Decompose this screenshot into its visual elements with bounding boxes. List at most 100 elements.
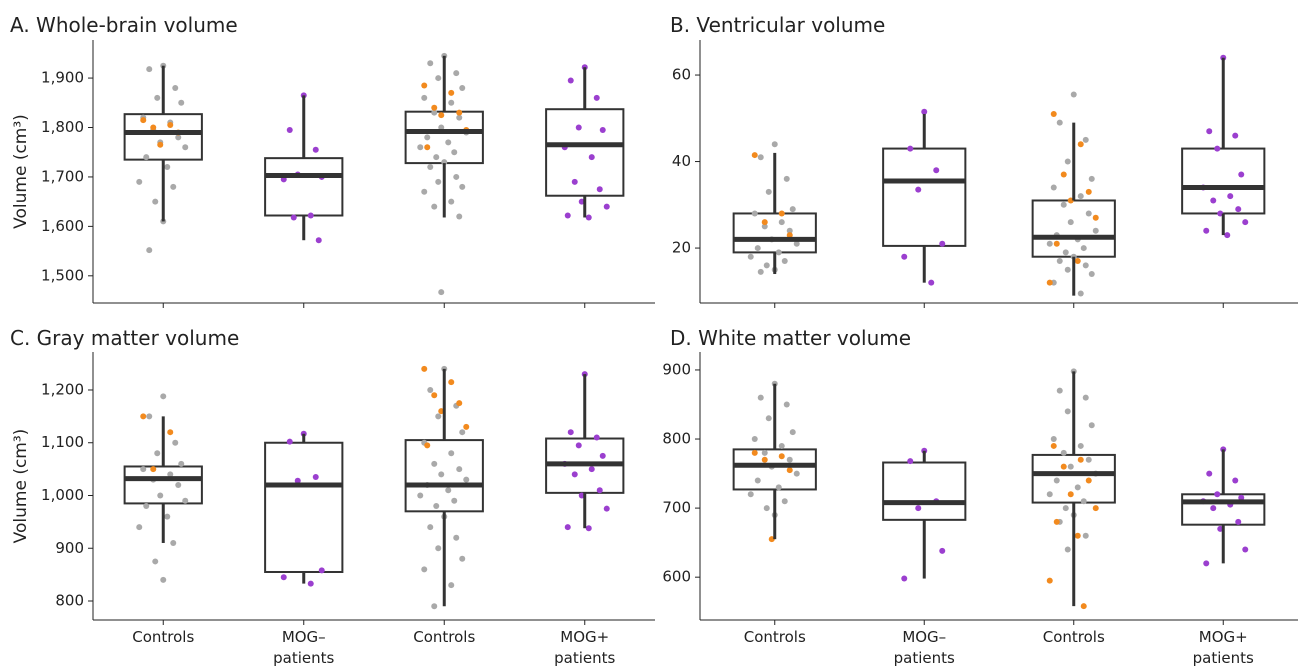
data-point xyxy=(1060,463,1067,470)
data-point xyxy=(421,82,428,89)
data-point xyxy=(596,186,603,193)
data-point xyxy=(312,146,319,153)
x-tick-label: MOG+ patients xyxy=(1193,628,1254,667)
data-point xyxy=(761,219,768,226)
data-point xyxy=(421,94,428,101)
y-tick-label: 60 xyxy=(672,66,691,84)
data-point xyxy=(164,513,171,520)
data-point xyxy=(136,524,143,531)
data-point xyxy=(783,175,790,182)
data-point xyxy=(427,386,434,393)
data-point xyxy=(1088,271,1095,278)
data-point xyxy=(1092,505,1099,512)
data-point xyxy=(928,279,935,286)
data-point xyxy=(1077,141,1084,148)
x-tick-label: Controls xyxy=(744,628,806,646)
x-tick-label: Controls xyxy=(132,628,194,646)
data-point xyxy=(921,108,928,115)
data-point xyxy=(778,210,785,217)
data-point xyxy=(1067,219,1074,226)
y-tick-label: 1,000 xyxy=(41,486,84,504)
data-point xyxy=(1046,577,1053,584)
data-point xyxy=(170,539,177,546)
data-point xyxy=(280,574,287,581)
data-point xyxy=(312,474,319,481)
box xyxy=(123,465,203,505)
y-tick-label: 1,700 xyxy=(41,167,84,185)
box xyxy=(1181,147,1266,215)
data-point xyxy=(435,413,442,420)
data-point xyxy=(438,471,445,478)
data-point xyxy=(157,141,164,148)
data-point xyxy=(1077,193,1084,200)
data-point xyxy=(1064,546,1071,553)
data-point xyxy=(140,413,147,420)
data-point xyxy=(1077,290,1084,297)
data-point xyxy=(435,545,442,552)
data-point xyxy=(438,289,445,296)
box xyxy=(264,441,344,573)
data-point xyxy=(588,154,595,161)
data-point xyxy=(456,109,463,116)
y-tick-label: 800 xyxy=(55,592,84,610)
data-point xyxy=(1238,171,1245,178)
data-point xyxy=(751,449,758,456)
data-point xyxy=(907,145,914,152)
data-point xyxy=(564,524,571,531)
data-point xyxy=(315,237,322,244)
data-point xyxy=(143,154,150,161)
data-point xyxy=(1214,491,1221,498)
data-point xyxy=(1064,158,1071,165)
data-point xyxy=(1232,477,1239,484)
data-point xyxy=(907,458,914,465)
data-point xyxy=(1232,132,1239,139)
data-point xyxy=(571,471,578,478)
x-tick-label: Controls xyxy=(413,628,475,646)
data-point xyxy=(567,429,574,436)
data-point xyxy=(448,582,455,589)
data-point xyxy=(424,442,431,449)
y-tick-label: 900 xyxy=(55,539,84,557)
data-point xyxy=(421,188,428,195)
data-point xyxy=(1242,546,1249,553)
data-point xyxy=(939,240,946,247)
y-tick-label: 600 xyxy=(662,568,691,586)
data-point xyxy=(1053,518,1060,525)
data-point xyxy=(786,456,793,463)
data-point xyxy=(178,99,185,106)
data-point xyxy=(575,442,582,449)
y-tick-label: 1,500 xyxy=(41,266,84,284)
data-point xyxy=(1092,227,1099,234)
data-point xyxy=(1206,470,1213,477)
data-point xyxy=(445,487,452,494)
data-point xyxy=(751,152,758,159)
y-axis-label: Volume (cm³) xyxy=(11,114,31,229)
box xyxy=(264,157,344,217)
data-point xyxy=(1203,560,1210,567)
data-point xyxy=(318,567,325,574)
data-point xyxy=(1082,394,1089,401)
y-tick-label: 1,800 xyxy=(41,118,84,136)
data-point xyxy=(178,460,185,467)
y-tick-label: 700 xyxy=(662,499,691,517)
data-point xyxy=(421,365,428,372)
data-point xyxy=(1067,463,1074,470)
data-point xyxy=(585,214,592,221)
data-point xyxy=(939,547,946,554)
data-point xyxy=(1050,184,1057,191)
data-point xyxy=(170,183,177,190)
data-point xyxy=(427,164,434,171)
box xyxy=(1031,199,1116,258)
data-point xyxy=(1088,422,1095,429)
data-point xyxy=(747,253,754,260)
panel-title: B. Ventricular volume xyxy=(670,13,885,37)
data-point xyxy=(286,126,293,133)
data-point xyxy=(453,173,460,180)
data-point xyxy=(1085,456,1092,463)
data-point xyxy=(160,393,167,400)
data-point xyxy=(1062,249,1069,256)
box xyxy=(732,448,817,491)
box xyxy=(882,461,967,521)
data-point xyxy=(1053,477,1060,484)
x-tick-label: MOG+ patients xyxy=(554,628,615,667)
